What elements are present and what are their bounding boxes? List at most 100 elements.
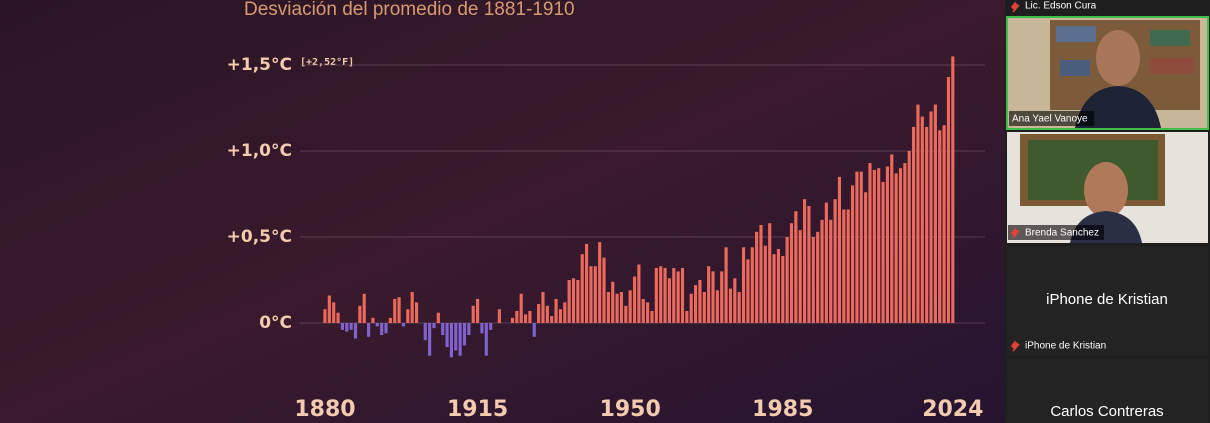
bar — [323, 309, 327, 323]
bar — [519, 293, 523, 323]
bar — [632, 276, 637, 323]
bar — [707, 266, 711, 323]
annotation: [+2,52°F] — [300, 57, 354, 68]
participant-name: Carlos Contreras — [1050, 403, 1163, 420]
bar — [537, 304, 541, 323]
bar — [602, 257, 606, 323]
bar — [528, 310, 532, 323]
video-tile[interactable]: Brenda Sanchez — [1007, 132, 1208, 243]
x-tick-label: 1880 — [294, 397, 355, 422]
bar — [689, 293, 693, 323]
bar — [336, 312, 340, 323]
bar — [864, 192, 868, 323]
bar — [489, 323, 493, 330]
bar — [423, 323, 427, 341]
bar — [532, 323, 536, 337]
bar — [388, 317, 392, 323]
bar — [803, 199, 807, 323]
bar — [445, 323, 449, 348]
bar — [894, 173, 898, 323]
bar — [458, 323, 462, 356]
bar — [907, 151, 911, 323]
bar — [580, 254, 584, 323]
bar — [912, 126, 916, 323]
x-tick-label: 1985 — [752, 397, 813, 422]
bar — [401, 323, 406, 327]
bar — [938, 130, 942, 323]
bar — [789, 223, 794, 323]
bar — [650, 310, 654, 323]
bar — [768, 223, 772, 323]
bar — [772, 254, 776, 323]
bar — [720, 271, 724, 323]
video-tile[interactable]: Carlos Contreras — [1007, 359, 1208, 423]
bar — [868, 163, 872, 323]
bar — [484, 323, 488, 356]
bar — [541, 292, 545, 323]
bar — [746, 259, 750, 323]
bar — [497, 309, 501, 323]
bar — [349, 323, 353, 330]
y-tick-label: +1,0°C — [227, 141, 292, 161]
bar — [558, 309, 562, 323]
bar — [837, 176, 842, 323]
bar — [872, 169, 876, 323]
bar — [362, 293, 366, 323]
participant-label: Ana Yael Vanoye — [1012, 114, 1088, 125]
bar — [606, 292, 610, 323]
bar — [920, 116, 924, 323]
bar — [890, 154, 894, 323]
bar — [807, 206, 811, 323]
bar — [694, 285, 698, 323]
bar — [667, 278, 671, 323]
participant-label: iPhone de Kristian — [1025, 341, 1106, 352]
bar — [367, 323, 371, 337]
bar — [406, 309, 410, 323]
video-tile[interactable]: Ana Yael Vanoye — [1006, 16, 1209, 130]
bar — [585, 243, 589, 323]
bar — [628, 290, 632, 323]
bar — [480, 323, 484, 334]
participant-label: Brenda Sanchez — [1025, 228, 1099, 239]
bar — [820, 219, 824, 323]
bar — [676, 271, 680, 323]
bar — [672, 267, 676, 323]
bar — [436, 312, 440, 323]
bar — [384, 323, 388, 334]
bar — [685, 310, 689, 323]
bar — [903, 163, 907, 323]
bar — [441, 323, 445, 336]
bar — [624, 305, 628, 323]
bar — [855, 171, 859, 323]
bar — [794, 211, 798, 323]
bar — [885, 166, 889, 323]
bar — [680, 267, 685, 323]
bar — [523, 314, 528, 323]
bar — [375, 323, 379, 327]
bar — [563, 302, 567, 323]
bar — [811, 237, 815, 323]
bar — [759, 224, 763, 323]
bar — [829, 219, 833, 323]
bar — [615, 293, 619, 323]
bar — [898, 168, 903, 323]
bar — [598, 242, 602, 323]
bar — [397, 297, 401, 323]
x-tick-label: 1950 — [600, 397, 661, 422]
bar — [859, 171, 863, 323]
bar — [833, 199, 837, 323]
bar — [733, 278, 737, 323]
video-tile[interactable]: iPhone de Kristian iPhone de Kristian — [1007, 246, 1208, 356]
chart: Desviación del promedio de 1881-1910 [+2… — [227, 0, 985, 422]
bar — [946, 77, 951, 323]
bar — [410, 292, 414, 323]
participant-label: Lic. Edson Cura — [1025, 1, 1097, 12]
bar — [741, 247, 746, 323]
bar — [449, 323, 453, 358]
bar — [353, 323, 358, 339]
bar — [711, 271, 715, 323]
bar — [589, 266, 593, 323]
bar — [850, 185, 855, 323]
bar — [471, 305, 475, 323]
bar — [567, 280, 571, 323]
